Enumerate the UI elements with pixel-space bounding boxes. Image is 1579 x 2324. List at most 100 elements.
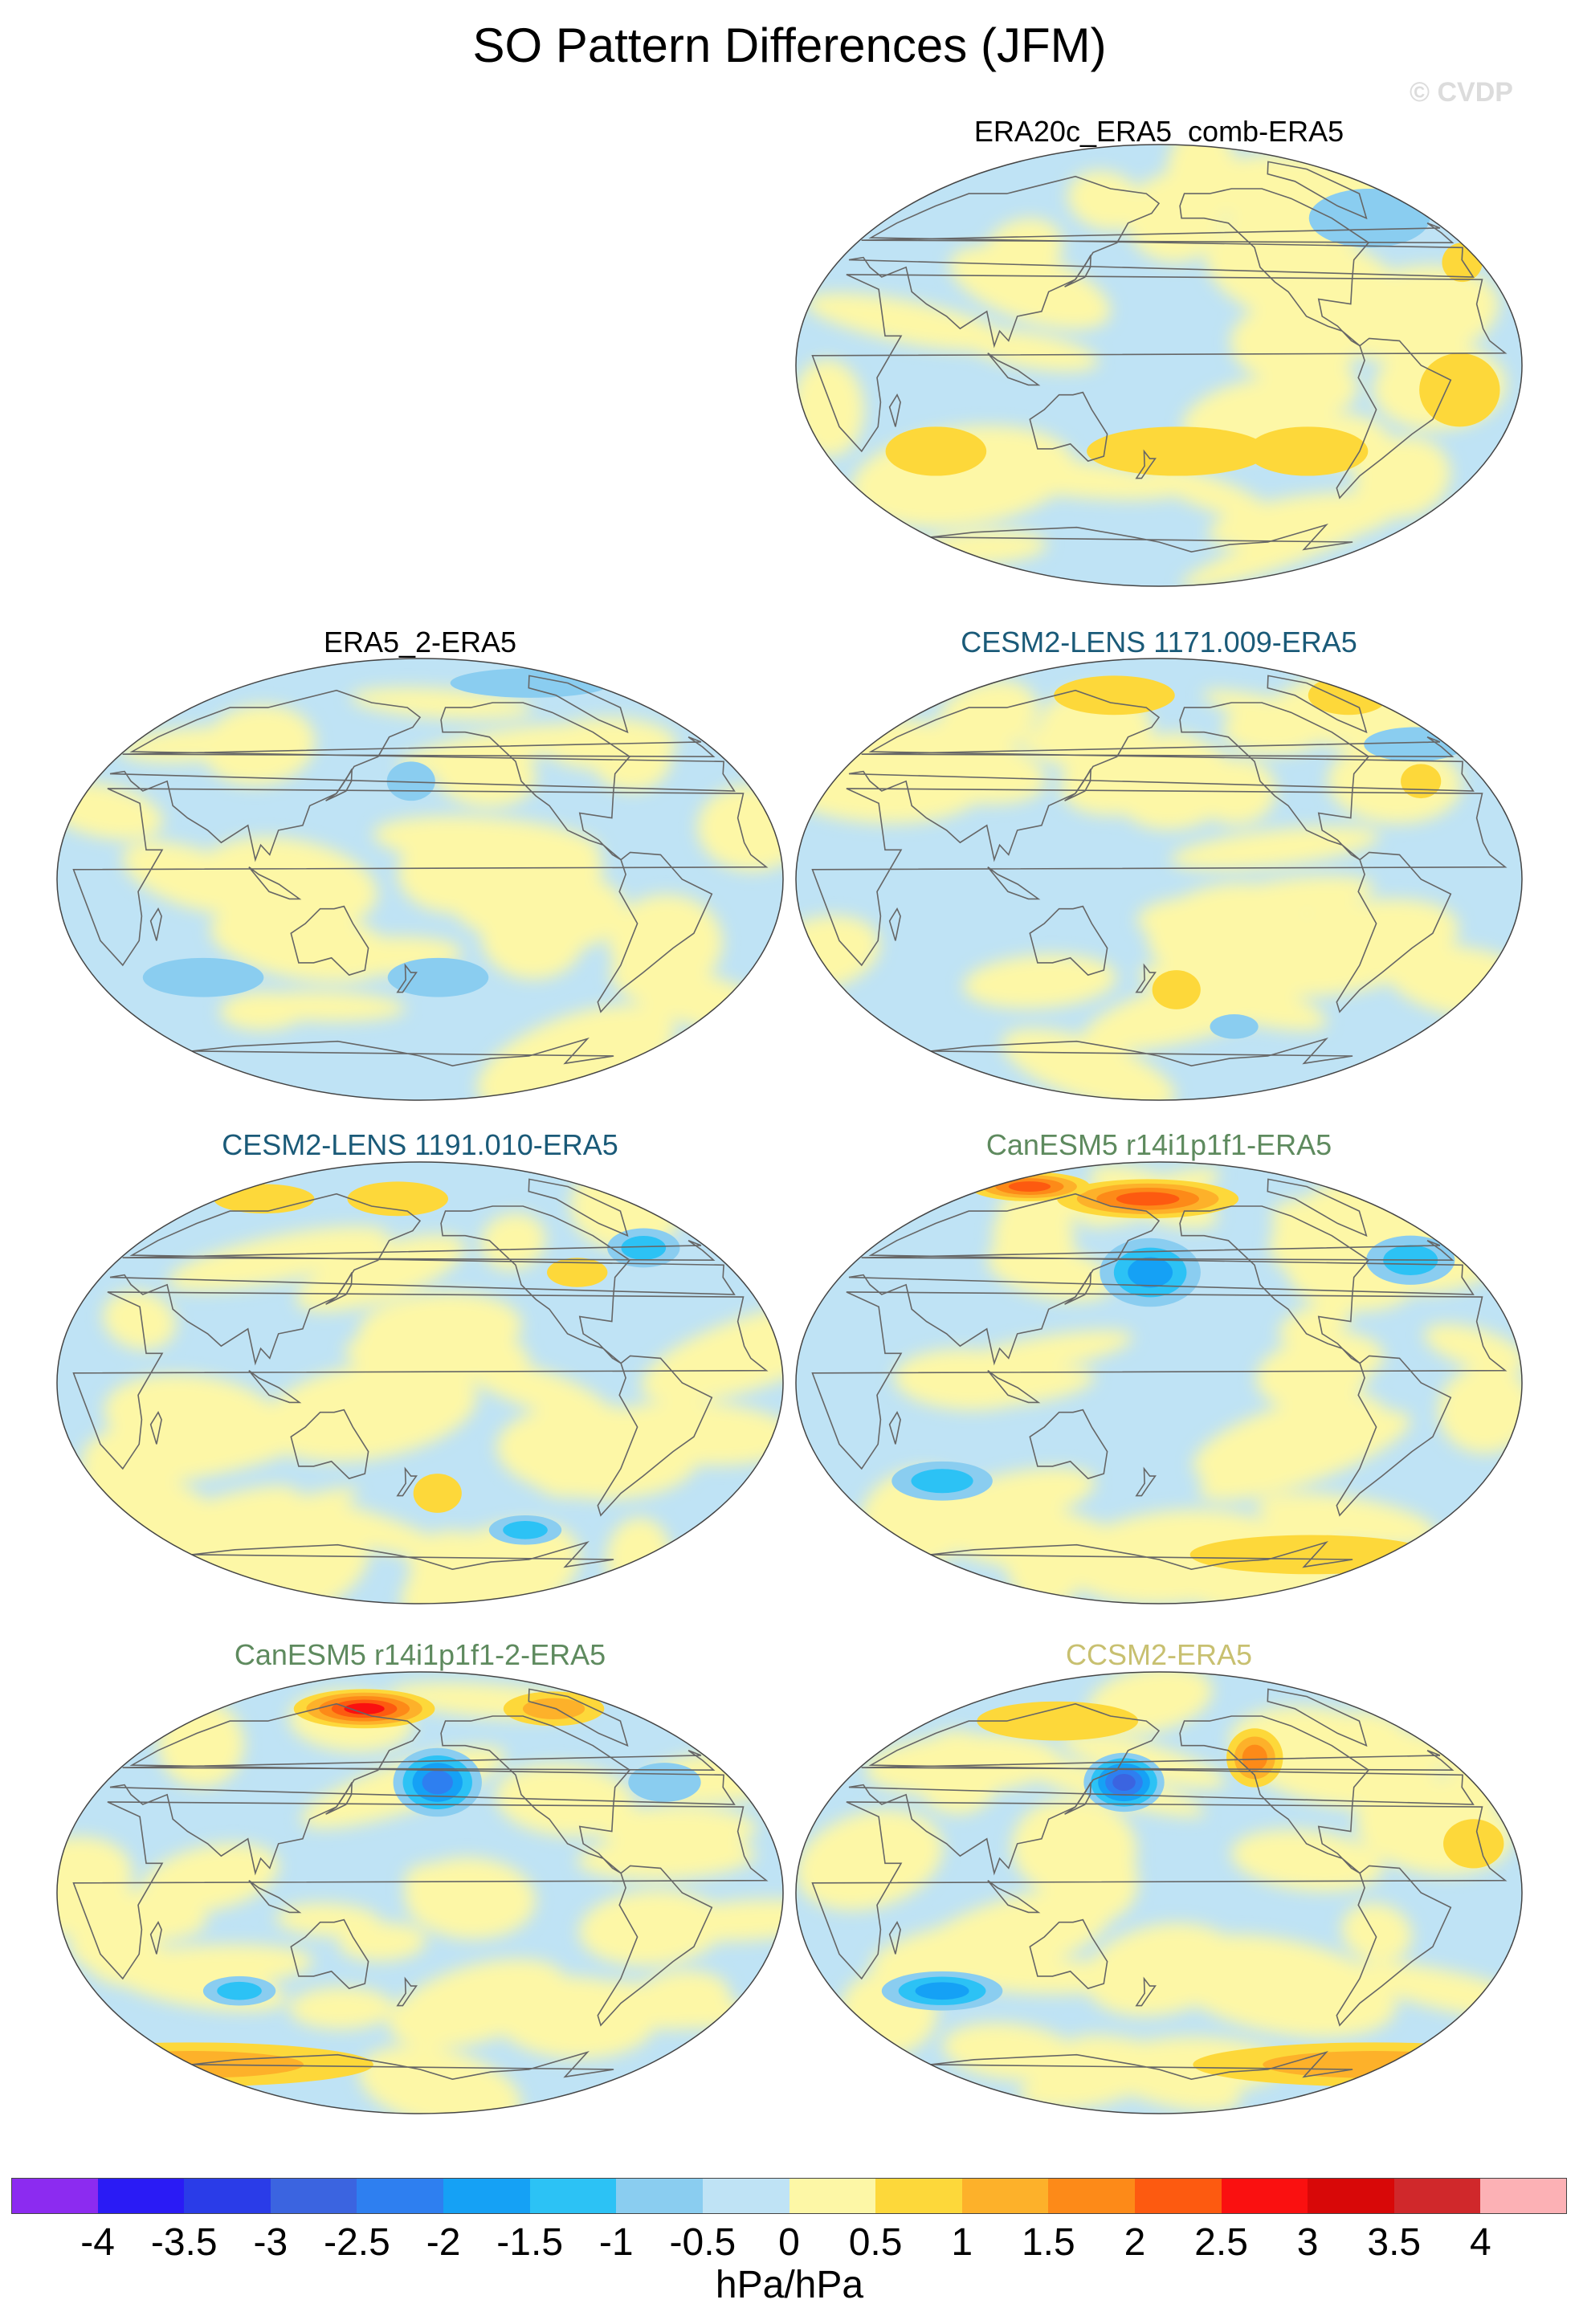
coastline-greenland — [1267, 161, 1368, 220]
panel-title-p6: CanESM5 r14i1p1f1-2-ERA5 — [234, 1638, 606, 1671]
coastline-indonesia — [987, 353, 1041, 386]
coastline-australia — [290, 1409, 369, 1480]
anomaly-feature — [347, 1181, 449, 1217]
coastlines — [72, 1688, 769, 2081]
colorbar-box — [357, 2178, 444, 2214]
colorbar-tick-label: 1 — [951, 2221, 973, 2264]
coastline-indonesia — [248, 1880, 302, 1914]
anomaly-feature — [628, 1763, 701, 1802]
colorbar-tick-label: -3.5 — [150, 2221, 218, 2264]
panel-title-p3: CESM2-LENS 1171.009-ERA5 — [961, 626, 1357, 658]
colorbar-units: hPa/hPa — [715, 2264, 864, 2306]
map-outline — [56, 1161, 784, 1604]
coastline-nz — [396, 1466, 418, 1497]
colorbar-tick-label: -4 — [80, 2221, 115, 2264]
coastline-australia — [290, 1918, 369, 1990]
coastline-greenland — [528, 1688, 629, 1747]
coastline-uk — [122, 1240, 716, 1262]
colorbar-box — [443, 2178, 531, 2214]
coastline-madagascar — [149, 907, 162, 941]
anomaly-feature — [488, 1515, 562, 1545]
map-outline — [795, 658, 1523, 1101]
coastline-nz — [1135, 1466, 1157, 1497]
colorbar-box — [1221, 2178, 1308, 2214]
coastline-australia — [290, 905, 369, 976]
coastline-indonesia — [987, 1880, 1041, 1914]
coastline-australia — [1029, 905, 1108, 976]
colorbar-box — [1048, 2178, 1136, 2214]
colorbar-box — [270, 2178, 357, 2214]
coastline-greenland — [1267, 1688, 1368, 1747]
coastline-antarctica — [930, 2051, 1353, 2081]
coastline-nz — [396, 1976, 418, 2007]
coastline-eurasia — [109, 689, 736, 862]
coastline-greenland — [1267, 675, 1368, 734]
colorbar-tick-label: 3 — [1296, 2221, 1319, 2264]
coastline-nz — [1135, 963, 1157, 993]
coastline-namerica — [1179, 702, 1370, 861]
colorbar-box — [702, 2178, 790, 2214]
coastline-indonesia — [987, 866, 1041, 900]
anomaly-feature — [1246, 426, 1369, 476]
coastline-namerica — [1179, 188, 1370, 347]
colorbar — [11, 2178, 1568, 2214]
colorbar-box — [529, 2178, 617, 2214]
colorbar-tick-label: -0.5 — [669, 2221, 736, 2264]
map-outline — [795, 1671, 1523, 2114]
anomaly-feature — [885, 426, 987, 476]
coastline-nz — [396, 963, 418, 993]
coastline-uk — [861, 1750, 1455, 1772]
anomaly-feature — [1087, 426, 1269, 476]
coastline-indonesia — [248, 866, 302, 900]
colorbar-box — [184, 2178, 271, 2214]
colorbar-box — [1134, 2178, 1222, 2214]
coastline-uk — [861, 736, 1455, 758]
anomaly-feature — [1419, 353, 1500, 427]
colorbar-tick-label: -1.5 — [496, 2221, 564, 2264]
anomaly-feature — [202, 1975, 276, 2006]
coastlines — [811, 1688, 1508, 2081]
coastline-africa — [811, 788, 1508, 967]
coastline-africa — [811, 1801, 1508, 1980]
coastline-antarctica — [191, 2051, 614, 2081]
coastline-eurasia — [109, 1193, 736, 1366]
coastline-antarctica — [930, 524, 1353, 553]
colorbar-box — [789, 2178, 876, 2214]
coastline-eurasia — [109, 1702, 736, 1876]
colorbar-box — [616, 2178, 704, 2214]
coastline-madagascar — [149, 1410, 162, 1445]
coastline-africa — [811, 274, 1508, 453]
coastline-namerica — [1179, 1715, 1370, 1874]
colorbar-tick-label: 0.5 — [848, 2221, 903, 2264]
watermark: © CVDP — [1410, 77, 1513, 108]
coastline-japan — [1064, 1272, 1091, 1305]
colorbar-tick-label: -3 — [253, 2221, 288, 2264]
anomaly-feature — [892, 1461, 993, 1501]
coastline-africa — [72, 1291, 769, 1470]
coastline-japan — [325, 1782, 353, 1815]
figure-title: SO Pattern Differences (JFM) — [472, 18, 1107, 72]
coastline-eurasia — [848, 175, 1475, 349]
coastline-japan — [1064, 769, 1091, 801]
coastline-antarctica — [191, 1541, 614, 1571]
anomaly-feature — [1308, 188, 1430, 248]
colorbar-box — [875, 2178, 963, 2214]
colorbar-tick-label: 3.5 — [1367, 2221, 1422, 2264]
colorbar-box — [1393, 2178, 1481, 2214]
anomaly-feature — [1152, 970, 1201, 1009]
anomaly-feature — [413, 1474, 462, 1513]
colorbar-box — [97, 2178, 185, 2214]
coastline-eurasia — [848, 689, 1475, 862]
colorbar-tick-label: 2 — [1124, 2221, 1146, 2264]
anomaly-feature — [1210, 1014, 1259, 1039]
map-outline — [56, 1671, 784, 2114]
coastline-madagascar — [149, 1920, 162, 1955]
anomaly-feature — [1057, 1179, 1239, 1219]
map-outline — [795, 144, 1523, 587]
coastline-australia — [1029, 391, 1108, 463]
coastline-namerica — [1179, 1205, 1370, 1364]
